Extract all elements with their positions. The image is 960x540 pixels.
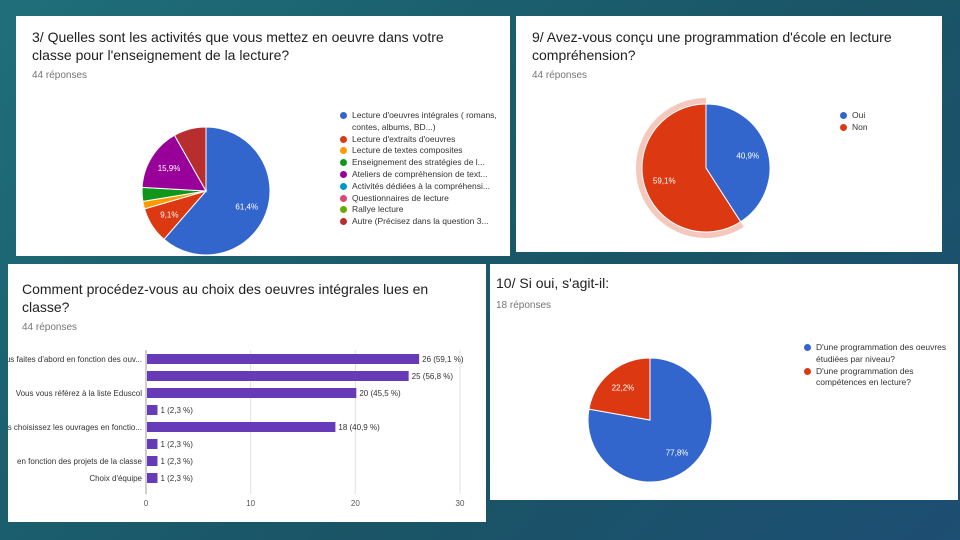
legend-swatch [840,112,847,119]
legend-swatch [340,170,347,178]
chart-title: 10/ Si oui, s'agit-il: [496,275,610,291]
bar[interactable] [147,405,158,415]
slice-label: 59,1% [653,176,676,185]
chart-panel-activities: 3/ Quelles sont les activités que vous m… [16,16,510,256]
pie-slice[interactable] [588,357,651,421]
response-count: 44 réponses [22,322,78,333]
legend-swatch [340,194,347,202]
legend-label: Non [852,121,868,132]
legend-item[interactable]: Autre (Précisez dans la question 3... [340,216,504,228]
legend-label: D'une programmation des oeuvres étudiées… [816,342,947,364]
slice-label: 77,8% [666,448,689,457]
legend-item[interactable]: Rallye lecture [340,204,504,216]
bar-value-label: 25 (56,8 %) [412,372,454,381]
legend: Oui Non [840,110,940,134]
slice-label: 9,1% [160,210,178,219]
legend-swatch [840,123,847,131]
bar-value-label: 18 (40,9 %) [338,423,380,432]
legend-item[interactable]: Lecture de textes composites [340,145,504,157]
response-count: 44 réponses [532,70,588,81]
chart-panel-programmation: 9/ Avez-vous conçu une programmation d'é… [516,16,942,252]
legend-item[interactable]: Oui [840,110,940,122]
response-count: 18 réponses [496,300,552,311]
pie-slice[interactable] [173,126,207,193]
bar-chart: 0 10 20 30 26 (59,1 %) Vous faites d'abord en… [8,350,465,508]
legend-label: Lecture d'oeuvres intégrales ( romans, c… [352,110,497,132]
bar[interactable] [147,422,336,432]
legend-swatch [340,206,347,214]
pie-chart: 77,8% 22,2% [587,357,713,483]
category-label: Vous faites d'abord en fonction des ouv.… [8,355,142,364]
legend-swatch [340,182,347,190]
slice-label: 61,4% [235,202,258,211]
legend-item[interactable]: D'une programmation des compétences en l… [804,366,954,390]
legend-swatch [804,367,811,375]
chart-panel-choix-oeuvres: Comment procédez-vous au choix des oeuvr… [8,264,486,522]
bar[interactable] [147,388,357,398]
category-label: Vous vous référez à la liste Eduscol [16,389,143,398]
pie-slice[interactable] [141,134,207,192]
bar-value-label: 1 (2,3 %) [160,440,193,449]
slice-label: 22,2% [612,384,635,393]
bar[interactable] [147,456,158,466]
bar-value-label: 20 (45,5 %) [359,389,401,398]
bar-value-label: 26 (59,1 %) [422,355,464,364]
bar-value-label: 1 (2,3 %) [160,457,193,466]
pie-chart: 40,9% 59,1% [636,98,771,238]
chart-title: 9/ Avez-vous conçu une programmation d'é… [532,29,892,63]
legend-label: Oui [852,110,866,120]
legend-swatch [340,147,347,155]
x-tick-label: 0 [144,499,149,508]
legend-item[interactable]: Non [840,122,940,134]
category-label: Choix d'équipe [89,474,142,483]
chart-title: 3/ Quelles sont les activités que vous m… [32,29,444,63]
x-tick-label: 30 [456,499,465,508]
bar[interactable] [147,439,158,449]
legend-item[interactable]: Lecture d'oeuvres intégrales ( romans, c… [340,110,504,134]
response-count: 44 réponses [32,70,88,81]
legend-label: Ateliers de compréhension de text... [352,168,488,179]
legend-label: Lecture de textes composites [352,145,463,156]
legend-item[interactable]: D'une programmation des oeuvres étudiées… [804,342,954,366]
legend-label: Autre (Précisez dans la question 3... [352,216,489,227]
bar[interactable] [147,371,409,381]
legend-swatch [340,112,347,119]
slice-label: 40,9% [736,152,759,161]
legend-item[interactable]: Enseignement des stratégies de l... [340,157,504,169]
chart-panel-type-programmation: 10/ Si oui, s'agit-il: 18 réponses 77,8%… [490,264,958,500]
legend-label: Rallye lecture [352,204,404,215]
bar-value-label: 1 (2,3 %) [160,406,193,415]
pie-slice[interactable] [163,126,271,256]
legend-item[interactable]: Lecture d'extraits d'oeuvres [340,134,504,146]
legend-label: D'une programmation des compétences en l… [816,365,914,388]
legend-swatch [340,135,347,143]
slice-label: 15,9% [158,164,181,173]
legend: D'une programmation des oeuvres étudiées… [804,342,954,389]
legend-item[interactable]: Ateliers de compréhension de text... [340,169,504,181]
legend-swatch [340,159,347,167]
legend-swatch [340,218,347,226]
legend-label: Questionnaires de lecture [352,192,449,203]
pie-slice[interactable] [641,103,742,233]
bar[interactable] [147,354,420,364]
legend-item[interactable]: Activités dédiées à la compréhensi... [340,181,504,193]
legend-item[interactable]: Questionnaires de lecture [340,193,504,205]
x-tick-label: 10 [246,499,255,508]
pie-chart: 61,4% 9,1% 15,9% [141,126,271,256]
legend-label: Enseignement des stratégies de l... [352,157,485,168]
legend-label: Activités dédiées à la compréhensi... [352,180,490,191]
legend-label: Lecture d'extraits d'oeuvres [352,133,456,144]
legend-swatch [804,344,811,351]
category-label: Vous choisissez les ouvrages en fonctio.… [8,423,142,432]
bar-value-label: 1 (2,3 %) [160,474,193,483]
chart-title: Comment procédez-vous au choix des oeuvr… [22,281,429,315]
legend: Lecture d'oeuvres intégrales ( romans, c… [340,110,504,228]
x-tick-label: 20 [351,499,360,508]
bar[interactable] [147,473,158,483]
category-label: en fonction des projets de la classe [17,457,143,466]
